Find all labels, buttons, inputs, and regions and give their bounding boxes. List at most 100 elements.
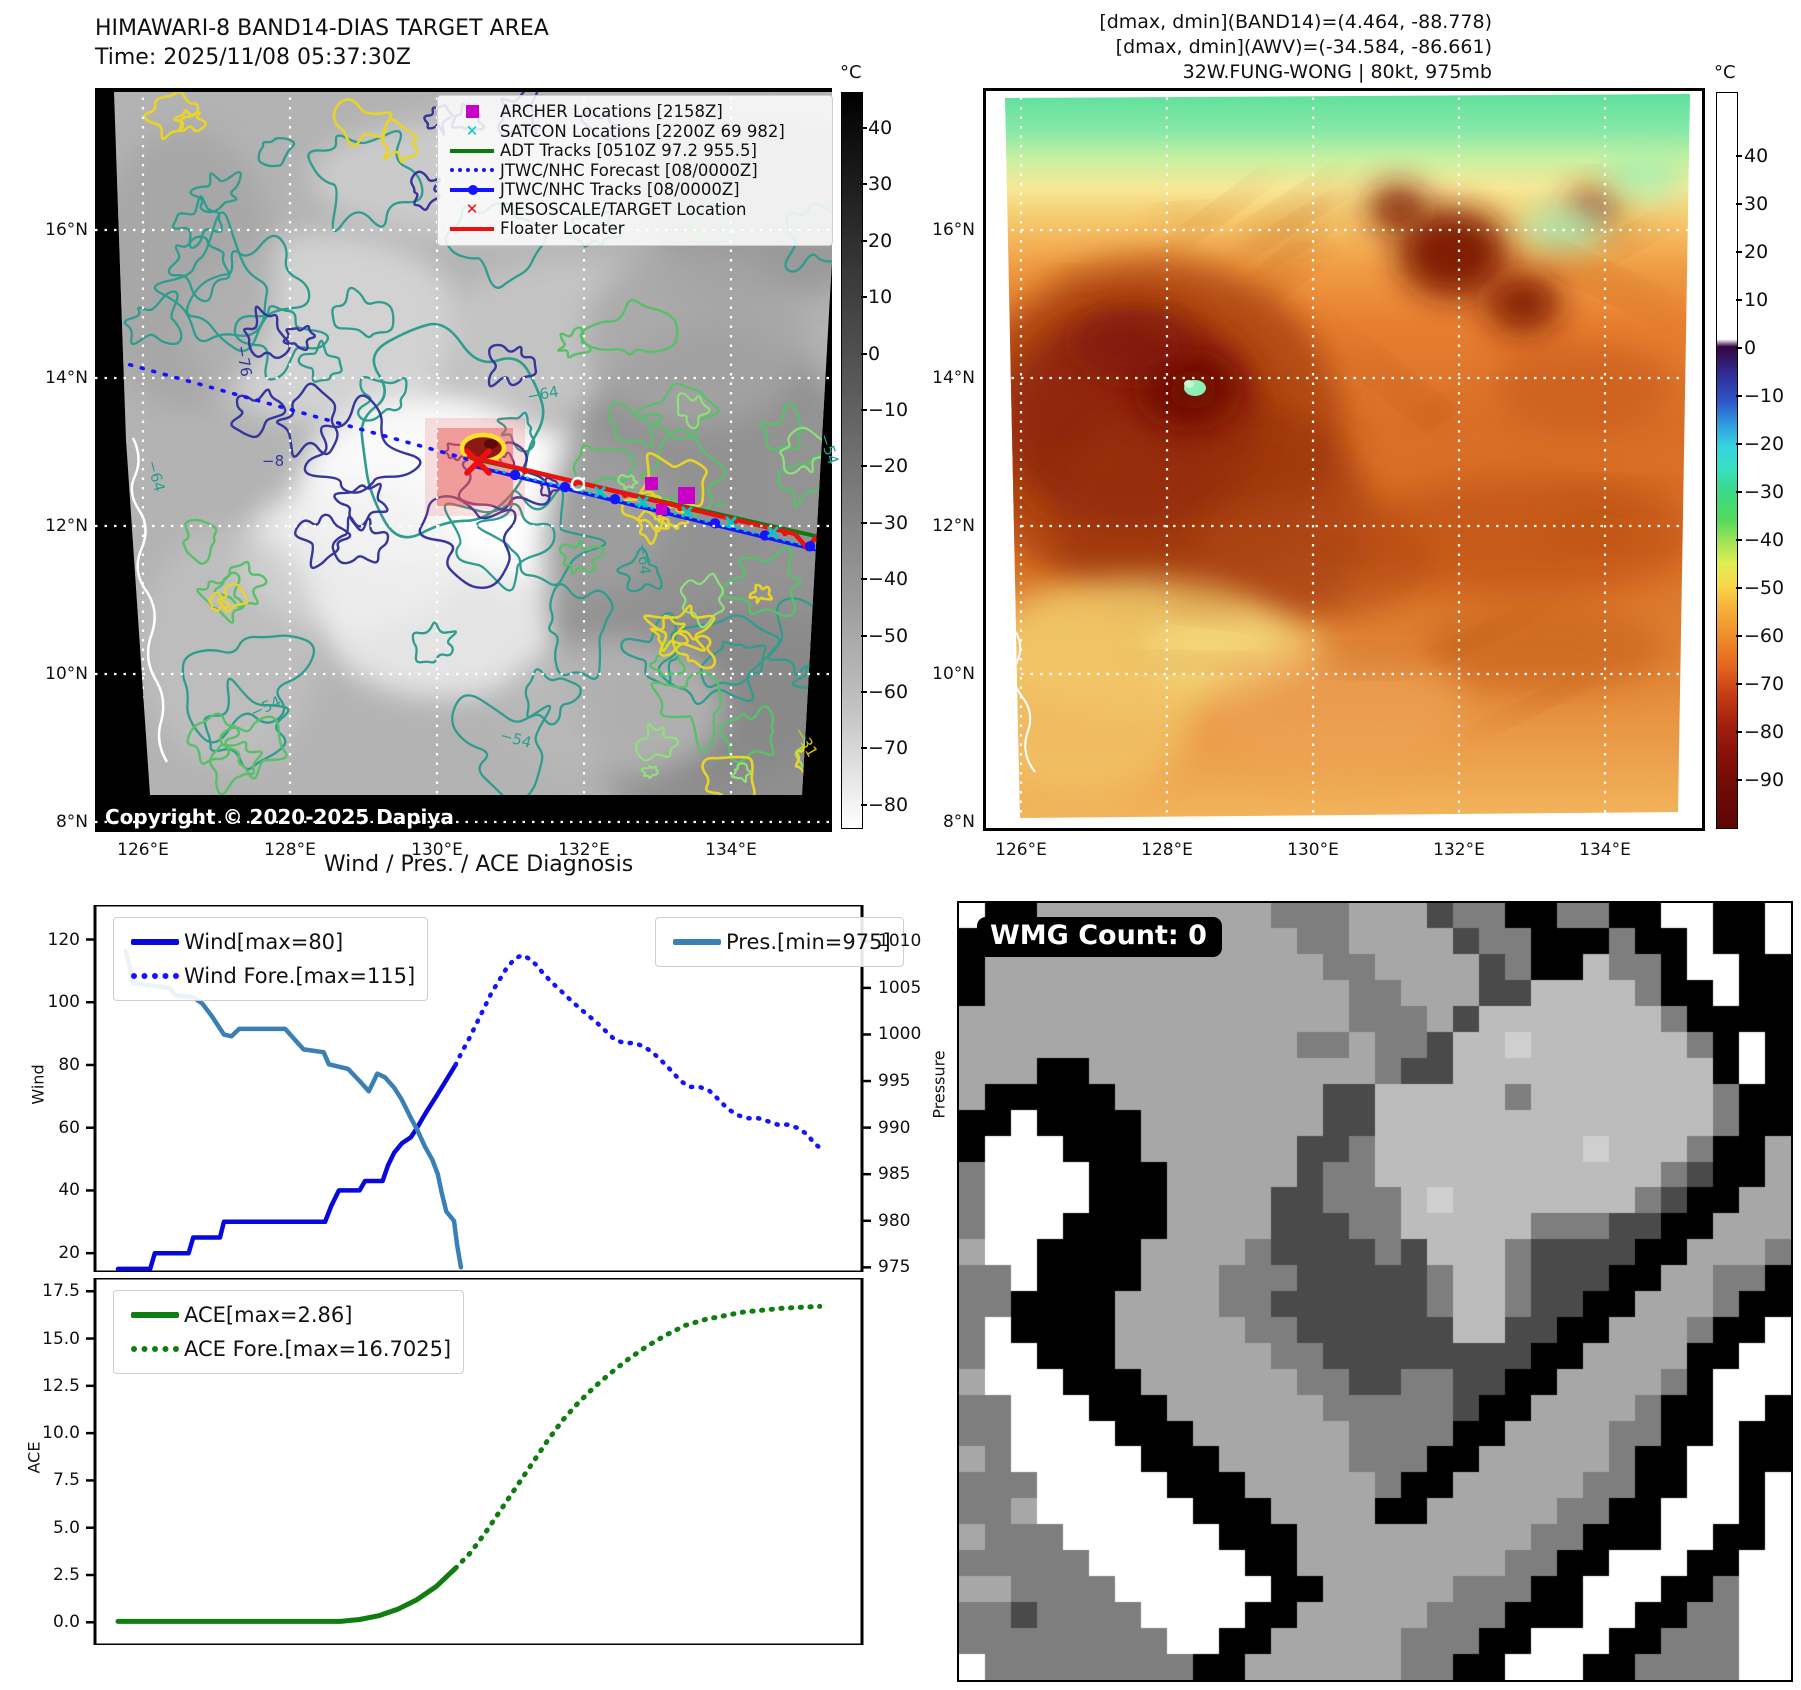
contour-label: 4 [710, 499, 729, 509]
legend-entry-label: JTWC/NHC Tracks [08/0000Z] [500, 180, 740, 200]
band14-lon-label: 128°E [264, 840, 316, 860]
band14-colorbar-tick: −50 [868, 624, 909, 647]
tick-mark [861, 465, 867, 468]
awv-lat-label: 10°N [932, 664, 975, 684]
band14-title-line: HIMAWARI-8 BAND14-DIAS TARGET AREA [95, 16, 549, 41]
pressure-legend: Pres.[min=975] [655, 917, 904, 967]
band14-lat-label: 16°N [45, 220, 88, 240]
wind-tick-label: 20 [58, 1243, 80, 1264]
awv-colorbar-tick: 10 [1744, 289, 1769, 311]
ace-tick-label: 15.0 [42, 1328, 80, 1349]
awv-colorbar-tick: 20 [1744, 241, 1769, 263]
ace-tick-label: 17.5 [42, 1281, 80, 1302]
legend-entry: Floater Locater [444, 219, 822, 239]
band14-lat-label: 8°N [55, 812, 88, 832]
pressure-tick-label: 1010 [878, 931, 922, 952]
pressure-tick-label: 975 [878, 1257, 911, 1278]
tick-mark [1736, 539, 1742, 541]
wind-tick-label: 40 [58, 1180, 80, 1201]
pressure-tick-label: 985 [878, 1164, 911, 1185]
tick-mark [861, 183, 867, 186]
band14-colorbar-tick: 30 [868, 173, 893, 196]
storm-id-intensity: 32W.FUNG-WONG | 80kt, 975mb [1182, 61, 1492, 83]
tick-mark [861, 634, 867, 637]
pressure-tick-label: 990 [878, 1117, 911, 1138]
awv-satellite-map[interactable] [983, 88, 1705, 832]
wind-fore-dotted-swatch [126, 973, 184, 979]
awv-colorbar-unit: °C [1714, 62, 1736, 83]
awv-colorbar-tick: −80 [1744, 721, 1785, 743]
ace-tick-label: 2.5 [52, 1565, 80, 1585]
band14-colorbar-tick: 0 [868, 342, 881, 365]
pressure-legend-label: Pres.[min=975] [726, 930, 891, 954]
band14-colorbar-tick: −20 [868, 455, 909, 478]
legend-entry-label: JTWC/NHC Forecast [08/0000Z] [500, 160, 758, 180]
line-icon [444, 148, 500, 153]
ace-fore-legend-row: ACE Fore.[max=16.7025] [126, 1332, 451, 1366]
ace-tick-label: 0.0 [52, 1612, 80, 1633]
band14-colorbar-tick: −60 [868, 681, 909, 703]
band14-lat-label: 10°N [45, 664, 88, 684]
legend-entry-label: ADT Tracks [0510Z 97.2 955.5] [500, 141, 757, 161]
tick-mark [861, 409, 867, 411]
awv-colorbar-tick: −20 [1744, 433, 1785, 455]
legend-entry-label: SATCON Locations [2200Z 69 982] [500, 121, 785, 141]
wmg-microwave-panel[interactable]: WMG Count: 0 [957, 901, 1793, 1682]
ace-axis-label: ACE [24, 1441, 44, 1474]
band14-lon-label: 126°E [117, 840, 169, 860]
ace-legend: ACE[max=2.86] ACE Fore.[max=16.7025] [113, 1290, 465, 1374]
ace-tick-label: 12.5 [42, 1375, 80, 1396]
band14-colorbar-unit: °C [840, 62, 862, 83]
diagnosis-title: Wind / Pres. / ACE Diagnosis [323, 852, 634, 877]
wmg-pixel-image [959, 903, 1791, 1680]
awv-colorbar [1716, 92, 1738, 829]
legend-entry: JTWC/NHC Forecast [08/0000Z] [444, 161, 822, 181]
legend-entry-label: Floater Locater [500, 219, 625, 239]
tick-mark [1736, 779, 1742, 781]
tick-mark [1736, 299, 1742, 301]
legend-entry: ✕ SATCON Locations [2200Z 69 982] [444, 122, 822, 142]
legend-entry-label: ARCHER Locations [2158Z] [500, 102, 723, 122]
awv-colorbar-tick: −60 [1744, 625, 1785, 647]
awv-lon-label: 134°E [1579, 840, 1631, 860]
awv-colorbar-tick: 40 [1744, 145, 1769, 167]
contour-label: −64 [633, 542, 655, 576]
ace-tick-label: 5.0 [52, 1517, 80, 1538]
wind-fore-legend-label: Wind Fore.[max=115] [184, 964, 416, 988]
wind-line-swatch [126, 939, 184, 945]
copyright-text: Copyright © 2020-2025 Dapiya [105, 805, 454, 829]
legend-entry: JTWC/NHC Tracks [08/0000Z] [444, 180, 822, 200]
band14-colorbar-tick: 40 [868, 117, 893, 139]
legend-entry-label: MESOSCALE/TARGET Location [500, 199, 747, 219]
awv-colorbar-tick: −10 [1744, 385, 1785, 407]
legend-entry: ✕ MESOSCALE/TARGET Location [444, 200, 822, 220]
awv-colorbar-tick: 30 [1744, 193, 1769, 215]
tick-mark [861, 578, 867, 581]
ace-line-swatch [126, 1312, 184, 1318]
band14-legend: ARCHER Locations [2158Z] ✕ SATCON Location… [437, 95, 833, 246]
tick-mark [1736, 347, 1742, 349]
awv-colorbar-tick: 0 [1744, 337, 1757, 359]
band14-colorbar-tick: 20 [868, 229, 893, 252]
awv-lon-label: 126°E [995, 840, 1047, 860]
band14-lon-label: 134°E [705, 840, 757, 860]
wind-tick-label: 100 [47, 992, 80, 1013]
tick-mark [861, 296, 867, 299]
ace-legend-row: ACE[max=2.86] [126, 1298, 451, 1332]
tick-mark [1736, 635, 1742, 637]
band14-title: HIMAWARI-8 BAND14-DIAS TARGET AREA Time:… [95, 14, 549, 72]
band14-colorbar-tick: −70 [868, 737, 909, 760]
band14-colorbar-tick: −10 [868, 399, 909, 421]
tick-mark [1736, 731, 1742, 733]
wind-tick-label: 60 [58, 1117, 80, 1138]
band14-colorbar-tick: −40 [868, 568, 909, 591]
awv-colorbar-tick: −50 [1744, 577, 1785, 599]
awv-colorbar-tick: −40 [1744, 529, 1785, 551]
pressure-tick-label: 1000 [878, 1024, 922, 1045]
band14-lon-label: 132°E [558, 840, 610, 860]
wind-legend: Wind[max=80] Wind Fore.[max=115] [113, 917, 429, 1001]
pressure-tick-label: 980 [878, 1210, 911, 1231]
tick-mark [861, 239, 867, 242]
tick-mark [861, 803, 867, 806]
